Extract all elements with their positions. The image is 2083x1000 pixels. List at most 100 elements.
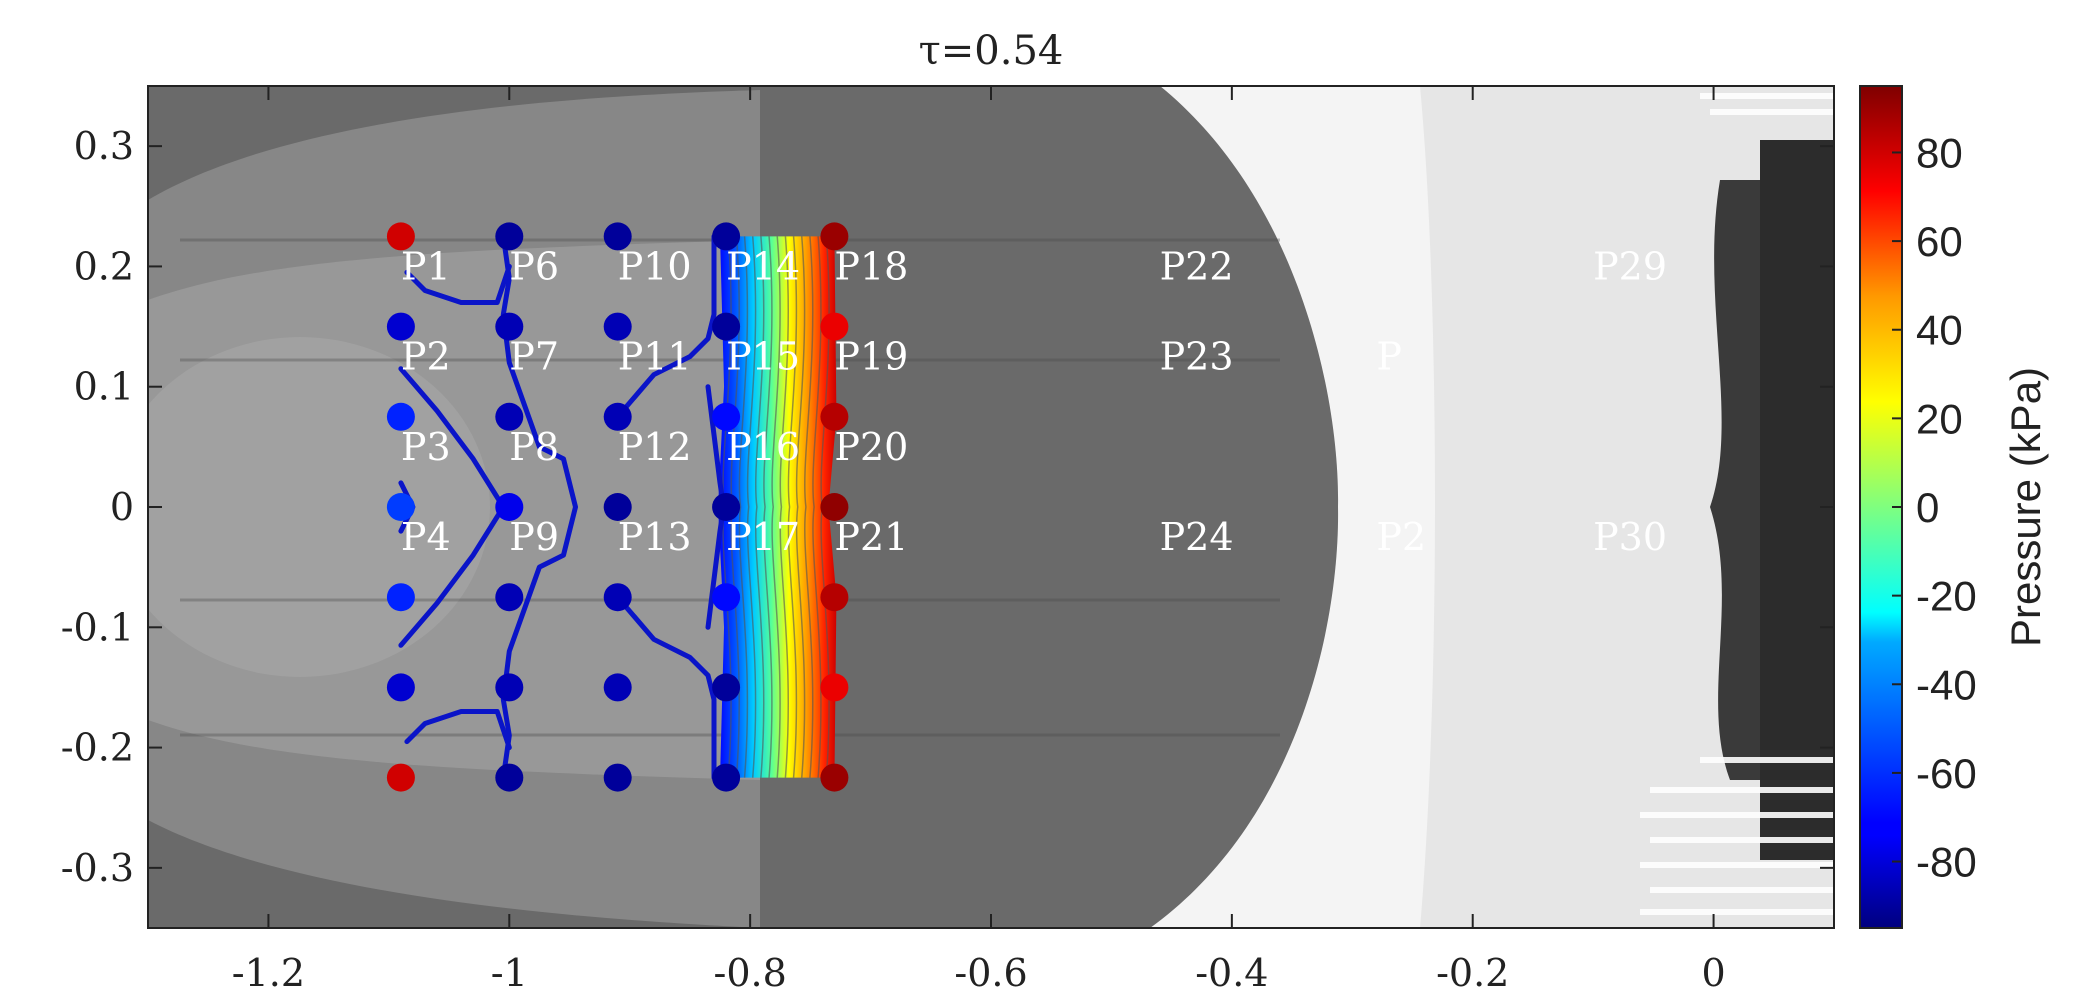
sensor-point: [712, 673, 741, 702]
probe-label: P21: [834, 515, 908, 559]
pressure-contour-fills: [718, 236, 837, 778]
contour-line: [404, 709, 512, 751]
sensor-point: [712, 493, 741, 521]
colorbar-ticks: -80 -60 -40 -20 0 20 40 60 80: [1892, 129, 1977, 886]
probe-label: P1: [401, 244, 451, 288]
sensor-point: [712, 222, 741, 251]
band-contour-line: [746, 236, 757, 778]
probe-label: P10: [618, 244, 692, 288]
probe-label: P18: [834, 244, 908, 288]
band-contour-line: [738, 236, 749, 778]
probe-label: P23: [1160, 335, 1234, 379]
probe-label: P13: [618, 515, 692, 559]
y-tick-label: 0: [110, 485, 134, 529]
probe-label: P17: [726, 515, 800, 559]
probe-label: P19: [834, 335, 908, 379]
sensor-point: [386, 222, 415, 251]
sensor-point: [386, 493, 415, 521]
y-tick-label: 0.3: [74, 124, 134, 168]
probe-label: P: [1376, 335, 1402, 379]
x-tick-label: -0.4: [1195, 951, 1268, 995]
probe-label: P6: [509, 244, 559, 288]
y-tick-label: -0.3: [61, 846, 134, 890]
band-contour-line: [795, 236, 806, 778]
probe-label: P15: [726, 335, 800, 379]
colorbar-tick-label: 60: [1916, 218, 1963, 265]
sensor-point: [712, 402, 741, 431]
sensor-point: [386, 402, 415, 431]
sensor-point: [603, 402, 632, 431]
x-tick-label: -0.6: [954, 951, 1027, 995]
sensor-point: [386, 312, 415, 341]
colorbar-tick-label: -80: [1916, 839, 1977, 886]
x-tick-label: -0.8: [714, 951, 787, 995]
band-contour-line: [812, 236, 822, 778]
probe-label: P4: [401, 515, 451, 559]
sensor-point: [712, 583, 741, 612]
probe-label: P20: [834, 425, 908, 469]
sensor-point: [495, 402, 524, 431]
colorbar-tick-label: 20: [1916, 395, 1963, 442]
sensor-point: [386, 763, 415, 792]
sensor-point: [603, 583, 632, 612]
sensor-point: [495, 763, 524, 792]
contour-line: [615, 594, 717, 781]
y-tick-label: -0.1: [61, 605, 134, 649]
colorbar-tick-label: -40: [1916, 661, 1977, 708]
sensor-point: [820, 402, 849, 431]
sensor-point: [820, 312, 849, 341]
probe-label: P24: [1160, 515, 1234, 559]
x-tick-label: -1: [491, 951, 528, 995]
x-tick-label: 0: [1701, 951, 1725, 995]
probe-label: P22: [1160, 244, 1234, 288]
probe-label: P16: [726, 425, 800, 469]
probe-label: P9: [509, 515, 559, 559]
sensor-point: [820, 583, 849, 612]
band-contour-line: [804, 236, 814, 778]
probe-label: P7: [509, 335, 559, 379]
y-axis: -0.3 -0.2 -0.1 0 0.1 0.2 0.3: [61, 124, 1834, 890]
band-contour-line: [779, 236, 789, 778]
colorbar-tick-label: 0: [1916, 484, 1939, 531]
sensor-point: [495, 493, 524, 521]
sensor-point: [820, 493, 849, 521]
band-contour-line: [755, 236, 765, 778]
probe-label: P11: [618, 335, 692, 379]
colorbar: -80 -60 -40 -20 0 20 40 60 80 Pressure (kPa): [1859, 85, 2049, 929]
colorbar-tick-label: 40: [1916, 307, 1963, 354]
sensor-point: [495, 222, 524, 251]
sensor-points: [386, 222, 849, 792]
sensor-point: [495, 312, 524, 341]
sensor-point: [603, 222, 632, 251]
sensor-point: [820, 763, 849, 792]
y-tick-label: 0.2: [74, 244, 134, 288]
probe-label: P8: [509, 425, 559, 469]
sensor-point: [495, 673, 524, 702]
contour-fill-band: [718, 236, 837, 778]
probe-label: P29: [1593, 244, 1667, 288]
band-contour-line: [771, 236, 781, 778]
sensor-point: [820, 222, 849, 251]
probe-label: P2: [401, 335, 451, 379]
sensor-point: [603, 312, 632, 341]
x-tick-label: -1.2: [232, 951, 305, 995]
probe-label: P30: [1593, 515, 1667, 559]
probe-label: P12: [618, 425, 692, 469]
sensor-point: [712, 312, 741, 341]
probe-label: P3: [401, 425, 451, 469]
probe-label: P2: [1376, 515, 1426, 559]
band-contour-line: [763, 236, 773, 778]
x-tick-label: -0.2: [1436, 951, 1509, 995]
contour-line: [404, 263, 512, 305]
colorbar-tick-label: 80: [1916, 129, 1963, 176]
schlieren-image: [148, 86, 1834, 928]
colorbar-tick-label: -20: [1916, 573, 1977, 620]
sensor-point: [712, 763, 741, 792]
sensor-point: [386, 673, 415, 702]
y-tick-label: 0.1: [74, 365, 134, 409]
probe-labels: P1 P2 P3 P4 P6 P7 P8 P9 P10 P11 P12 P13 P14 P15 P16 P17…: [401, 244, 1667, 559]
sensor-point: [603, 673, 632, 702]
x-axis: -1.2 -1 -0.8 -0.6 -0.4 -0.2 0: [232, 86, 1726, 995]
sensor-point: [386, 583, 415, 612]
